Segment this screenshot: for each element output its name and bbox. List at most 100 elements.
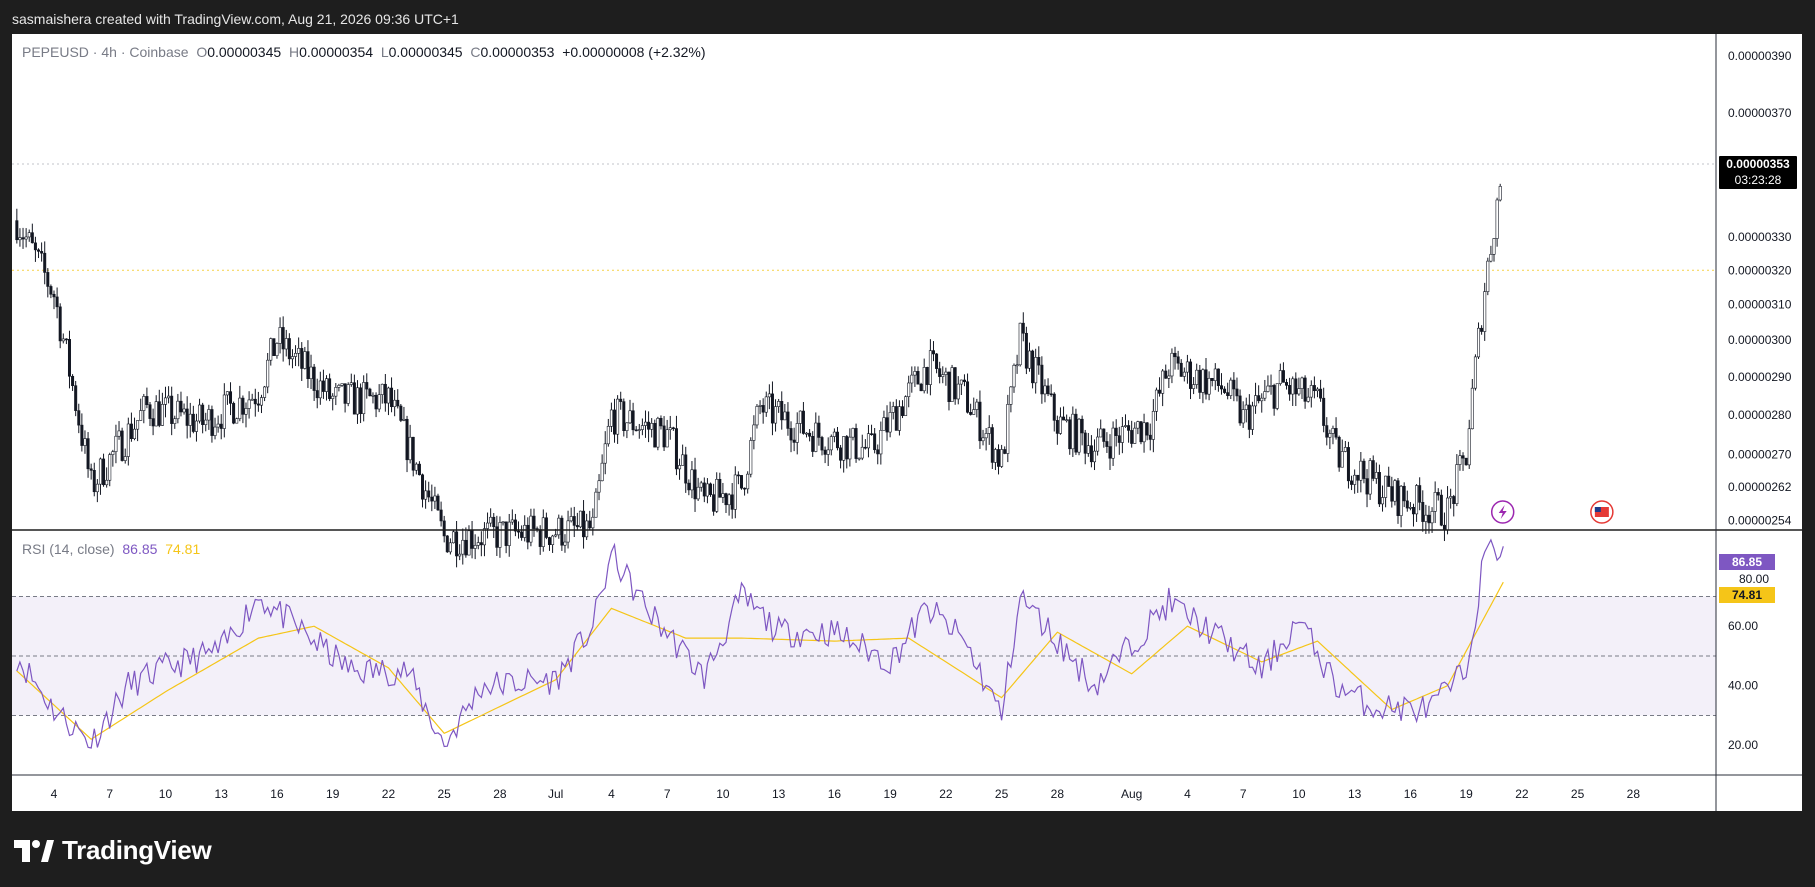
candle-down: [1046, 385, 1050, 395]
candle-up: [1034, 357, 1038, 384]
candle-up: [194, 420, 198, 432]
candle-up: [1161, 370, 1165, 394]
candle-up: [284, 338, 288, 350]
candle-down: [730, 494, 734, 510]
candle-up: [755, 406, 759, 426]
ohlc-legend: PEPEUSD · 4h · Coinbase O0.00000345 H0.0…: [22, 44, 705, 60]
candle-up: [1244, 404, 1248, 410]
candle-down: [89, 468, 93, 471]
candle-down: [1325, 425, 1329, 438]
candle-down: [55, 296, 59, 308]
open-value: 0.00000345: [207, 44, 282, 60]
candle-down: [808, 432, 812, 437]
candle-down: [1089, 445, 1093, 463]
candle-up: [362, 382, 366, 415]
candle-up: [1498, 186, 1502, 201]
candle-down: [739, 475, 743, 489]
candle-up: [529, 515, 533, 543]
candle-down: [1377, 472, 1381, 505]
chart-svg[interactable]: 0.00000390 0.00000370 0.00000330 0.00000320…: [12, 34, 1802, 811]
candle-down: [1232, 379, 1236, 390]
rsi-ma-line: [16, 581, 1504, 741]
candle-up: [334, 387, 338, 397]
candle-up: [198, 404, 202, 422]
candle-up: [594, 491, 598, 518]
candle-up: [448, 542, 452, 553]
time-tick-label: 7: [106, 787, 113, 801]
candle-up: [993, 449, 997, 463]
candle-down: [439, 509, 443, 522]
candle-down: [736, 474, 740, 477]
candle-down: [817, 422, 821, 438]
candle-down: [219, 423, 223, 429]
candle-up: [928, 350, 932, 385]
candle-down: [1204, 369, 1208, 395]
candle-down: [1223, 388, 1227, 393]
close-value: 0.00000353: [480, 44, 555, 60]
symbol-label: PEPEUSD · 4h · Coinbase: [22, 44, 189, 60]
candle-up: [851, 428, 855, 438]
candle-down: [492, 516, 496, 528]
candle-down: [129, 423, 133, 440]
candle-up: [27, 232, 31, 238]
candle-up: [259, 397, 263, 406]
candle-down: [1480, 327, 1484, 332]
candle-up: [749, 440, 753, 475]
time-tick-label: 4: [1184, 787, 1191, 801]
change-value: +0.00000008 (+2.32%): [562, 44, 706, 60]
time-tick-label: Aug: [1121, 787, 1142, 801]
candle-down: [1461, 455, 1465, 459]
candle-up: [424, 490, 428, 500]
candle-down: [74, 385, 78, 411]
candle-up: [266, 359, 270, 388]
candle-down: [1108, 446, 1112, 459]
candle-up: [551, 535, 555, 545]
candle-down: [761, 405, 765, 413]
candle-up: [337, 385, 341, 388]
candle-up: [154, 401, 158, 427]
candle-up: [309, 366, 313, 380]
candle-down: [1130, 430, 1134, 444]
bar-countdown: 03:23:28: [1734, 173, 1782, 187]
time-tick-label: 25: [995, 787, 1009, 801]
candle-up: [842, 436, 846, 461]
candle-up: [1359, 460, 1363, 481]
chart-canvas[interactable]: 0.00000390 0.00000370 0.00000330 0.00000320…: [12, 34, 1802, 811]
candle-down: [820, 437, 824, 451]
candle-down: [328, 378, 332, 399]
time-tick-label: 13: [215, 787, 229, 801]
candle-down: [77, 410, 81, 426]
candle-up: [133, 428, 137, 440]
candle-up: [458, 553, 462, 557]
time-tick-label: Jul: [548, 787, 563, 801]
candle-down: [572, 516, 576, 526]
candle-down: [919, 383, 923, 392]
candle-down: [71, 375, 75, 386]
candle-down: [455, 531, 459, 557]
candle-down: [1139, 421, 1143, 443]
candle-up: [163, 397, 167, 405]
candle-down: [52, 293, 56, 298]
candle-down: [978, 401, 982, 442]
candle-up: [1065, 419, 1069, 422]
candle-down: [170, 395, 174, 424]
candle-down: [538, 529, 542, 547]
candle-down: [1148, 434, 1152, 440]
candle-down: [64, 338, 68, 341]
candle-up: [139, 410, 143, 421]
candle-up: [1408, 507, 1412, 509]
rsi-ma-value-tag: 74.81: [1719, 587, 1775, 603]
candle-up: [1309, 385, 1313, 398]
candle-down: [588, 520, 592, 529]
candle-up: [451, 531, 455, 544]
candle-up: [331, 395, 335, 399]
candle-up: [1027, 350, 1031, 369]
candle-down: [1257, 395, 1261, 402]
candle-down: [201, 404, 205, 425]
candle-up: [1489, 253, 1493, 262]
candle-down: [46, 272, 50, 287]
candle-up: [250, 398, 254, 401]
rsi-tick-label: 60.00: [1728, 619, 1758, 633]
candle-up: [848, 436, 852, 460]
candle-down: [962, 379, 966, 383]
